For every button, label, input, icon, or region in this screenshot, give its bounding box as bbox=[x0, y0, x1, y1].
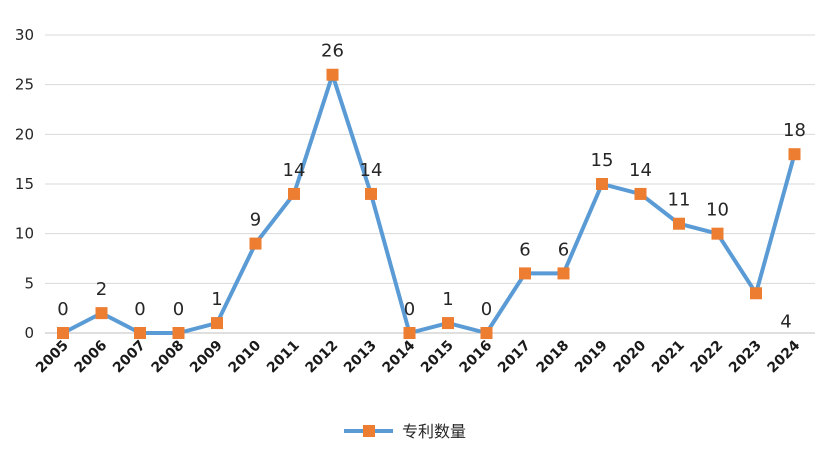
data-point bbox=[557, 267, 570, 280]
series-line bbox=[61, 72, 797, 335]
y-tick-label: 20 bbox=[15, 125, 34, 143]
data-point bbox=[211, 317, 223, 330]
y-tick-label: 15 bbox=[15, 175, 34, 193]
x-tick-label: 2017 bbox=[495, 338, 534, 377]
data-point bbox=[288, 187, 300, 200]
data-label: 14 bbox=[283, 160, 306, 181]
data-point bbox=[711, 227, 724, 240]
data-label: 10 bbox=[706, 200, 729, 221]
data-point bbox=[519, 267, 531, 280]
data-label: 26 bbox=[321, 41, 344, 62]
data-label: 18 bbox=[783, 120, 806, 141]
y-tick-label: 25 bbox=[15, 76, 34, 94]
y-tick-label: 5 bbox=[24, 274, 34, 292]
data-point bbox=[442, 317, 454, 330]
data-label: 15 bbox=[591, 150, 614, 171]
series-lines bbox=[61, 72, 797, 335]
data-label: 0 bbox=[134, 299, 145, 320]
data-point bbox=[480, 327, 493, 339]
x-tick-label: 2023 bbox=[726, 338, 765, 377]
x-tick-label: 2009 bbox=[187, 338, 226, 377]
x-tick-label: 2011 bbox=[264, 338, 303, 377]
data-label: 0 bbox=[404, 299, 415, 320]
data-label: 2 bbox=[96, 279, 107, 300]
data-label: 6 bbox=[519, 239, 530, 260]
y-axis-ticks: 0 5 10 15 20 25 30 bbox=[15, 26, 34, 342]
data-point bbox=[403, 327, 416, 339]
y-tick-label: 10 bbox=[15, 225, 34, 243]
x-tick-label: 2008 bbox=[148, 338, 187, 377]
x-tick-label: 2007 bbox=[110, 338, 149, 377]
data-point bbox=[134, 327, 146, 339]
gridlines bbox=[45, 34, 815, 334]
legend-label: 专利数量 bbox=[402, 422, 466, 441]
y-tick-label: 0 bbox=[24, 324, 34, 342]
x-tick-label: 2016 bbox=[456, 338, 495, 377]
data-point bbox=[249, 237, 262, 250]
data-label: 1 bbox=[211, 289, 222, 310]
data-label: 11 bbox=[668, 190, 691, 211]
data-label: 4 bbox=[780, 311, 791, 332]
data-label: 0 bbox=[481, 299, 492, 320]
x-tick-label: 2020 bbox=[610, 337, 649, 376]
x-tick-label: 2015 bbox=[418, 338, 457, 377]
x-axis-ticks: 2005 2006 2007 2008 2009 2010 2011 2012 2013 2014… bbox=[33, 337, 804, 376]
x-tick-label: 2012 bbox=[302, 338, 341, 377]
y-tick-label: 30 bbox=[15, 26, 34, 44]
x-tick-label: 2019 bbox=[572, 338, 611, 377]
data-point bbox=[596, 178, 608, 190]
data-label: 1 bbox=[442, 289, 453, 310]
data-point bbox=[365, 187, 377, 200]
data-point bbox=[326, 68, 339, 81]
series-markers bbox=[57, 68, 801, 339]
data-label: 6 bbox=[558, 239, 569, 260]
legend-marker-swatch bbox=[363, 425, 375, 437]
data-point bbox=[95, 307, 108, 320]
data-label: 0 bbox=[57, 299, 68, 320]
x-tick-label: 2005 bbox=[33, 338, 72, 377]
x-tick-label: 2022 bbox=[687, 338, 726, 377]
data-point bbox=[750, 287, 762, 300]
x-tick-label: 2018 bbox=[533, 338, 572, 377]
data-label: 0 bbox=[173, 299, 184, 320]
x-tick-label: 2021 bbox=[649, 338, 688, 377]
x-tick-label: 2024 bbox=[764, 337, 803, 376]
data-point bbox=[57, 327, 69, 339]
data-label: 14 bbox=[629, 160, 652, 181]
legend: 专利数量 bbox=[344, 422, 466, 441]
x-tick-label: 2010 bbox=[225, 337, 264, 376]
data-label: 14 bbox=[360, 160, 383, 181]
x-tick-label: 2006 bbox=[71, 338, 110, 377]
data-point bbox=[172, 327, 185, 339]
data-point bbox=[673, 217, 685, 230]
data-point bbox=[634, 187, 647, 200]
data-label: 9 bbox=[250, 210, 261, 231]
data-point bbox=[788, 148, 801, 161]
x-tick-label: 2014 bbox=[379, 337, 418, 376]
x-tick-label: 2013 bbox=[341, 338, 380, 377]
